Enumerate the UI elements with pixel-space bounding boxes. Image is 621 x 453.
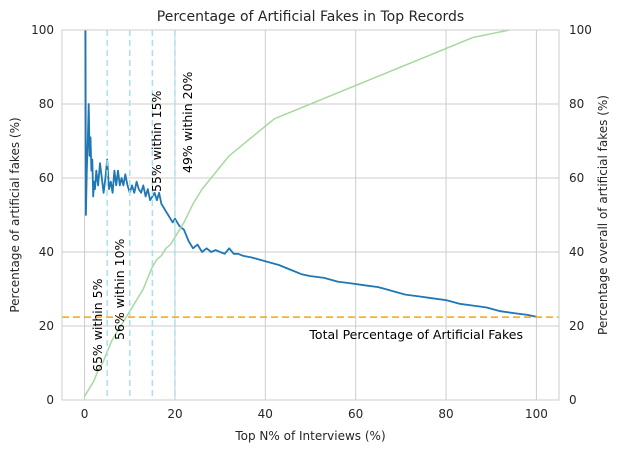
x-tick-label: 0	[81, 407, 89, 421]
y2-axis-label: Percentage overall of artificial fakes (…	[596, 95, 610, 335]
cumulative-fakes-line	[83, 29, 510, 397]
threshold-label: 65% within 5%	[90, 278, 105, 372]
y-axis-label: Percentage of artificial fakes (%)	[8, 117, 22, 312]
y-tick-label: 60	[39, 171, 54, 185]
y2-tick-label: 80	[569, 97, 584, 111]
x-axis-label: Top N% of Interviews (%)	[234, 429, 385, 443]
y2-tick-label: 100	[569, 23, 592, 37]
chart-title: Percentage of Artificial Fakes in Top Re…	[157, 9, 464, 25]
x-tick-label: 60	[348, 407, 363, 421]
threshold-label: 56% within 10%	[112, 238, 127, 340]
threshold-label: 55% within 15%	[149, 90, 164, 192]
fake-percentage-line	[84, 29, 537, 318]
y2-tick-label: 0	[569, 393, 577, 407]
y2-tick-label: 40	[569, 245, 584, 259]
y2-tick-label: 20	[569, 319, 584, 333]
y-tick-label: 100	[31, 23, 54, 37]
y-tick-label: 40	[39, 245, 54, 259]
y2-tick-label: 60	[569, 171, 584, 185]
y-tick-label: 80	[39, 97, 54, 111]
x-tick-label: 40	[258, 407, 273, 421]
threshold-label: 49% within 20%	[180, 71, 195, 173]
plot-frame	[61, 29, 560, 401]
x-tick-label: 20	[167, 407, 182, 421]
y-tick-label: 20	[39, 319, 54, 333]
plot-area	[62, 29, 559, 400]
x-tick-label: 80	[438, 407, 453, 421]
tick-labels: 0 20 40 60 80 100 0 20 40 60 80 100 0 20 40 60 80 100	[31, 23, 592, 421]
y-tick-label: 0	[46, 393, 54, 407]
annotations: Total Percentage of Artificial Fakes 65% …	[90, 71, 523, 372]
total-percentage-label: Total Percentage of Artificial Fakes	[308, 327, 523, 342]
x-tick-label: 100	[525, 407, 548, 421]
